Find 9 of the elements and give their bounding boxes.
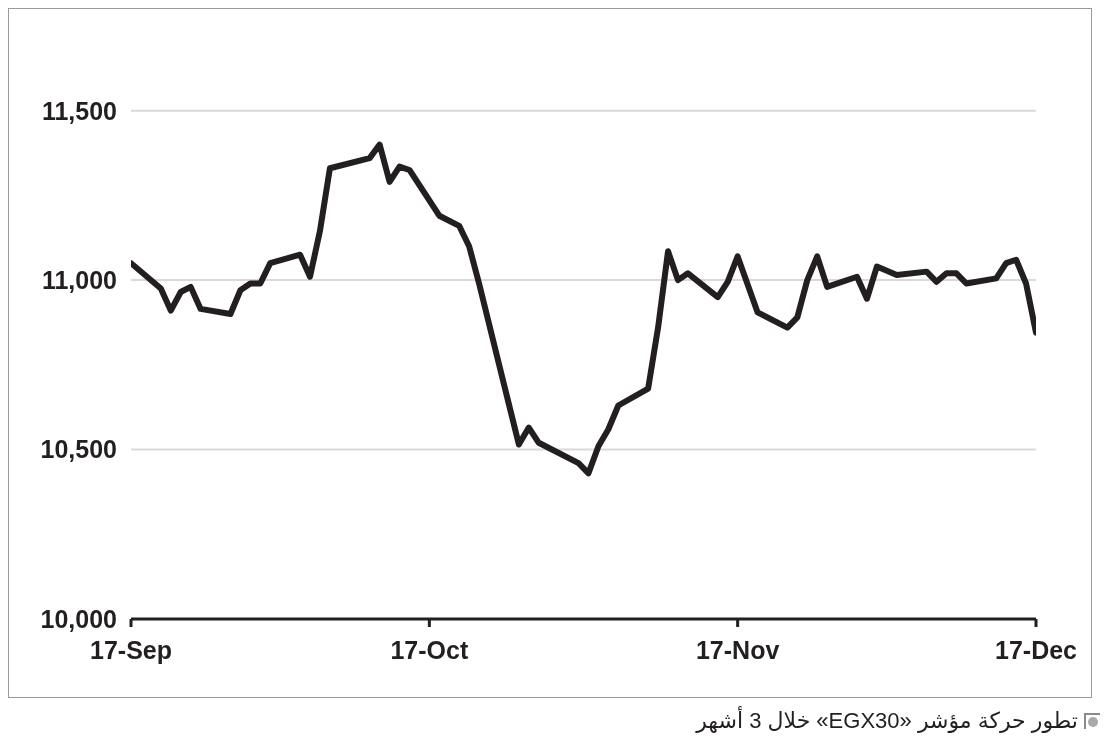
y-tick-label: 11,500 [41,96,117,125]
x-tick-label: 17-Sep [90,635,172,664]
y-tick-label: 10,000 [40,604,117,633]
text: تطور حركة مؤشر «EGX30» خلال 3 أشهر [696,708,1078,734]
x-tick-label: 17-Dec [995,635,1078,664]
y-tick-label: 10,500 [40,435,117,464]
x-tick-label: 17-Oct [390,635,469,664]
y-tick-label: 11,000 [41,265,117,294]
x-tick-label: 17-Nov [695,635,780,664]
